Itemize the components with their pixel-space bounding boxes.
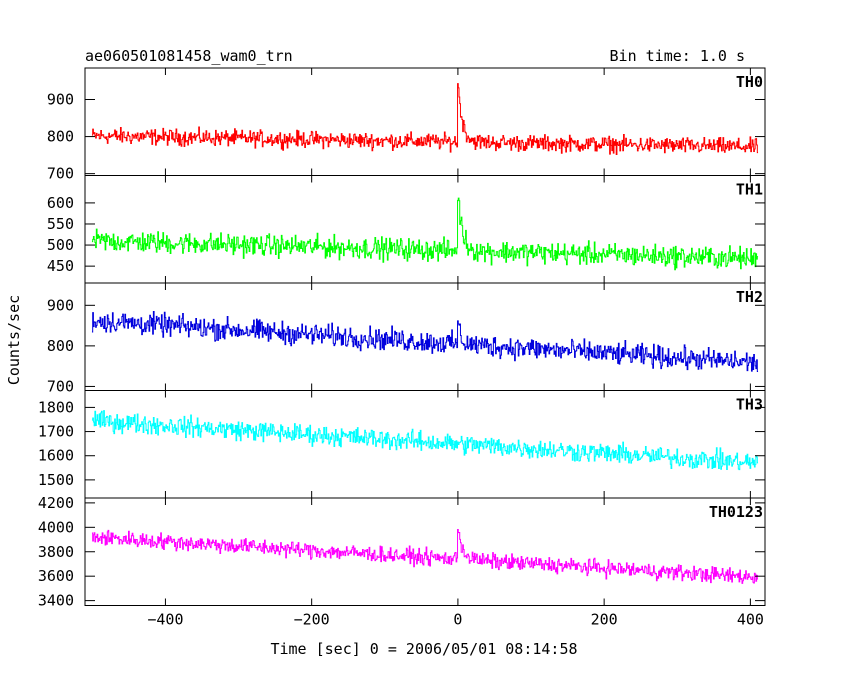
y-tick-label: 1600 — [38, 447, 74, 465]
x-tick-label: 400 — [737, 611, 764, 629]
x-tick-label: 0 — [453, 611, 462, 629]
y-tick-label: 900 — [47, 296, 74, 314]
series-label: TH0 — [736, 73, 763, 91]
y-tick-label: 3400 — [38, 592, 74, 610]
y-axis-label: Counts/sec — [5, 295, 23, 385]
x-axis: −400 −200 0 200 400 — [147, 611, 764, 629]
panel-frame — [84, 175, 766, 284]
y-tick-label: 800 — [47, 128, 74, 146]
panel-frame — [84, 282, 766, 391]
panels-group: 700 800 900 TH0 450 500 550 600 TH1 700 800 900 TH2 1… — [38, 67, 766, 610]
series-label: TH3 — [736, 396, 763, 414]
y-tick-label: 600 — [47, 194, 74, 212]
panel-th2: 700 800 900 TH2 — [47, 282, 766, 395]
panel-frame — [84, 497, 766, 606]
series-line-th1 — [91, 197, 759, 271]
y-tick-label: 1800 — [38, 398, 74, 416]
bin-time-label: Bin time: 1.0 s — [610, 47, 745, 65]
x-axis-label: Time [sec] 0 = 2006/05/01 08:14:58 — [270, 640, 577, 658]
series-label: TH2 — [736, 288, 763, 306]
y-tick-label: 450 — [47, 257, 74, 275]
x-tick-label: 200 — [591, 611, 618, 629]
y-tick-label: 700 — [47, 377, 74, 395]
series-label: TH1 — [736, 181, 763, 199]
y-tick-label: 500 — [47, 236, 74, 254]
panel-th3: 1500 1600 1700 1800 TH3 — [38, 390, 766, 499]
series-label: TH0123 — [709, 503, 763, 521]
series-line-th0123 — [91, 528, 759, 584]
y-tick-label: 4200 — [38, 494, 74, 512]
y-tick-label: 550 — [47, 215, 74, 233]
panel-frame — [84, 390, 766, 499]
y-tick-label: 800 — [47, 337, 74, 355]
y-tick-label: 700 — [47, 165, 74, 183]
panel-th0123: 3400 3600 3800 4000 4200 TH0123 — [38, 494, 766, 610]
y-tick-label: 1500 — [38, 471, 74, 489]
panel-th0: 700 800 900 TH0 — [47, 67, 766, 183]
panel-th1: 450 500 550 600 TH1 — [47, 175, 766, 284]
panel-frame — [84, 67, 766, 176]
series-line-th2 — [91, 311, 759, 372]
series-line-th0 — [91, 83, 759, 156]
y-tick-label: 900 — [47, 91, 74, 109]
x-tick-label: −400 — [147, 611, 183, 629]
y-tick-label: 1700 — [38, 423, 74, 441]
y-tick-label: 3600 — [38, 567, 74, 585]
chart-title: ae060501081458_wam0_trn — [85, 47, 293, 65]
x-tick-label: −200 — [294, 611, 330, 629]
series-line-th3 — [91, 410, 759, 471]
y-tick-label: 3800 — [38, 543, 74, 561]
y-tick-label: 4000 — [38, 518, 74, 536]
